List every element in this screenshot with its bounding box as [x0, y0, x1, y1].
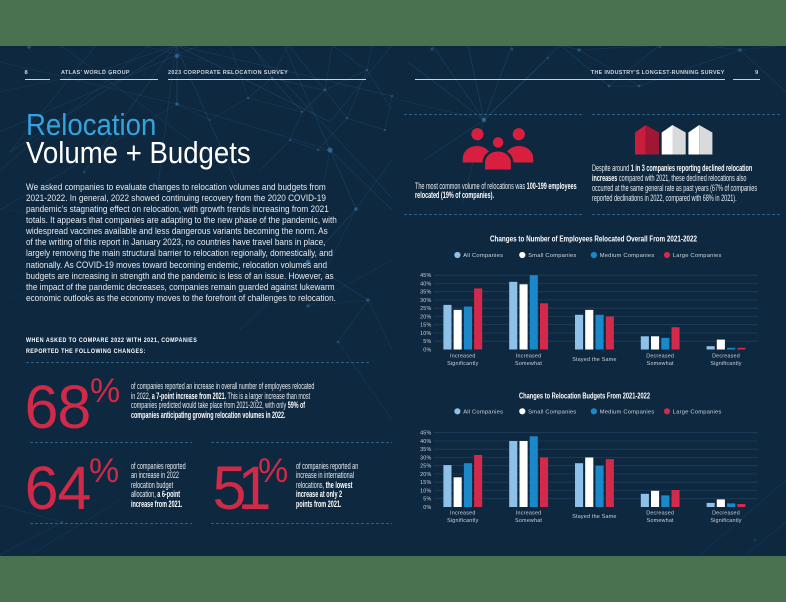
svg-text:Stayed the Same: Stayed the Same [572, 514, 616, 520]
svg-text:0%: 0% [423, 505, 431, 511]
svg-text:15%: 15% [420, 480, 431, 486]
svg-text:15%: 15% [420, 323, 431, 329]
svg-text:Medium Companies: Medium Companies [600, 409, 655, 415]
svg-text:Large Companies: Large Companies [673, 253, 722, 259]
svg-text:Stayed the Same: Stayed the Same [572, 357, 616, 363]
svg-text:40%: 40% [420, 439, 431, 445]
svg-text:Increased: Increased [516, 511, 541, 517]
svg-text:25%: 25% [420, 306, 431, 312]
svg-text:30%: 30% [420, 456, 431, 462]
svg-text:30%: 30% [420, 298, 431, 304]
svg-text:35%: 35% [420, 290, 431, 296]
svg-text:All Companies: All Companies [463, 253, 503, 259]
svg-text:Increased: Increased [450, 511, 475, 517]
svg-text:10%: 10% [420, 489, 431, 495]
svg-text:Changes to Number of Employees: Changes to Number of Employees Relocated… [490, 235, 698, 244]
svg-text:Small Companies: Small Companies [528, 253, 576, 259]
svg-text:5%: 5% [423, 497, 431, 503]
svg-text:0%: 0% [423, 348, 431, 354]
svg-text:5%: 5% [423, 339, 431, 345]
svg-text:Increased: Increased [450, 354, 475, 360]
svg-text:Large Companies: Large Companies [673, 409, 722, 415]
svg-text:Somewhat: Somewhat [515, 518, 542, 524]
svg-text:20%: 20% [420, 315, 431, 321]
svg-text:10%: 10% [420, 331, 431, 337]
svg-text:Changes to Relocation Budgets: Changes to Relocation Budgets From 2021-… [519, 392, 650, 401]
svg-text:45%: 45% [420, 431, 431, 437]
svg-text:Increased: Increased [516, 354, 541, 360]
svg-text:Somewhat: Somewhat [647, 361, 674, 367]
svg-text:Significantly: Significantly [710, 518, 741, 524]
svg-text:Significantly: Significantly [710, 361, 741, 367]
svg-text:35%: 35% [420, 447, 431, 453]
svg-text:All Companies: All Companies [463, 409, 503, 415]
svg-text:Somewhat: Somewhat [515, 361, 542, 367]
svg-text:20%: 20% [420, 472, 431, 478]
svg-text:Decreased: Decreased [712, 354, 740, 360]
svg-text:Small Companies: Small Companies [528, 409, 576, 415]
svg-text:Decreased: Decreased [646, 511, 674, 517]
svg-text:Significantly: Significantly [447, 361, 478, 367]
svg-text:Decreased: Decreased [646, 354, 674, 360]
svg-text:Somewhat: Somewhat [647, 518, 674, 524]
svg-text:25%: 25% [420, 464, 431, 470]
svg-text:45%: 45% [420, 273, 431, 279]
svg-text:Decreased: Decreased [712, 511, 740, 517]
svg-text:Medium Companies: Medium Companies [600, 253, 655, 259]
svg-text:Significantly: Significantly [447, 518, 478, 524]
svg-text:40%: 40% [420, 282, 431, 288]
